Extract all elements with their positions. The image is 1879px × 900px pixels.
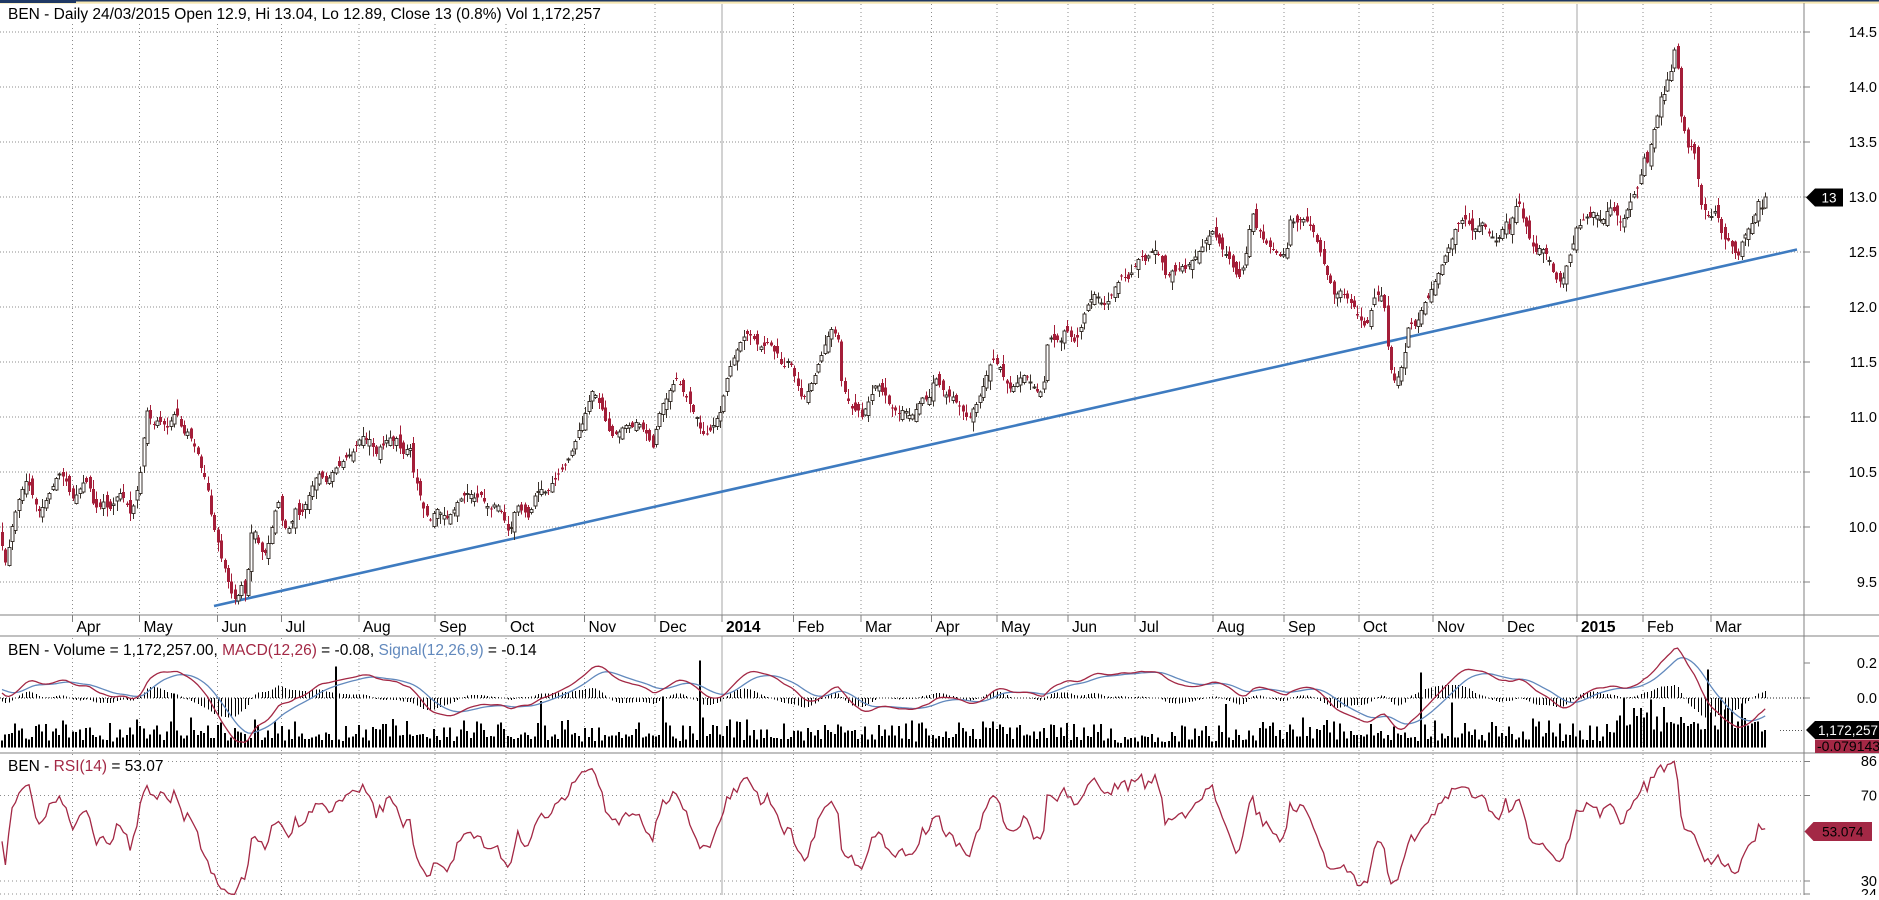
svg-text:Jun: Jun xyxy=(222,619,247,636)
svg-text:13.5: 13.5 xyxy=(1849,135,1877,151)
svg-text:Nov: Nov xyxy=(589,619,617,636)
svg-text:1,172,257: 1,172,257 xyxy=(1818,723,1878,738)
svg-text:Sep: Sep xyxy=(439,619,467,636)
svg-text:0.2: 0.2 xyxy=(1857,656,1877,672)
svg-text:30: 30 xyxy=(1861,874,1877,890)
svg-text:Sep: Sep xyxy=(1288,619,1316,636)
svg-text:24: 24 xyxy=(1861,887,1877,895)
svg-text:Nov: Nov xyxy=(1437,619,1465,636)
svg-text:Dec: Dec xyxy=(659,619,687,636)
svg-text:9.5: 9.5 xyxy=(1857,575,1877,591)
svg-text:BEN - RSI(14) = 53.07: BEN - RSI(14) = 53.07 xyxy=(8,758,164,775)
svg-text:11.0: 11.0 xyxy=(1850,410,1877,426)
svg-text:May: May xyxy=(144,619,174,636)
svg-text:BEN - Volume = 1,172,257.00, M: BEN - Volume = 1,172,257.00, MACD(12,26)… xyxy=(8,642,537,659)
svg-text:11.5: 11.5 xyxy=(1850,355,1877,371)
svg-text:14.0: 14.0 xyxy=(1849,80,1877,96)
svg-text:13: 13 xyxy=(1821,191,1836,206)
svg-text:Jul: Jul xyxy=(286,619,306,636)
svg-text:May: May xyxy=(1001,619,1031,636)
svg-text:2015: 2015 xyxy=(1581,619,1616,636)
svg-text:Apr: Apr xyxy=(77,619,101,636)
svg-text:Feb: Feb xyxy=(1647,619,1674,636)
svg-text:53.074: 53.074 xyxy=(1822,825,1864,840)
svg-text:Apr: Apr xyxy=(936,619,960,636)
svg-text:Jun: Jun xyxy=(1072,619,1097,636)
svg-text:13.0: 13.0 xyxy=(1849,190,1877,206)
svg-text:Jul: Jul xyxy=(1139,619,1159,636)
svg-text:0.0: 0.0 xyxy=(1857,691,1877,707)
svg-text:70: 70 xyxy=(1861,789,1877,805)
svg-text:BEN - Daily 24/03/2015 Open 12: BEN - Daily 24/03/2015 Open 12.9, Hi 13.… xyxy=(8,6,601,23)
svg-text:Feb: Feb xyxy=(798,619,825,636)
svg-text:14.5: 14.5 xyxy=(1849,25,1877,41)
svg-text:86: 86 xyxy=(1861,754,1877,770)
svg-text:Mar: Mar xyxy=(1715,619,1742,636)
svg-text:12.5: 12.5 xyxy=(1849,245,1877,261)
svg-text:Oct: Oct xyxy=(1363,619,1388,636)
svg-text:2014: 2014 xyxy=(726,619,761,636)
svg-text:-0.079143: -0.079143 xyxy=(1817,738,1879,754)
svg-text:12.0: 12.0 xyxy=(1849,300,1877,316)
svg-text:Aug: Aug xyxy=(363,619,391,636)
svg-text:Dec: Dec xyxy=(1507,619,1535,636)
svg-text:Aug: Aug xyxy=(1217,619,1245,636)
svg-text:10.0: 10.0 xyxy=(1849,520,1877,536)
svg-text:10.5: 10.5 xyxy=(1849,465,1877,481)
svg-text:Mar: Mar xyxy=(865,619,892,636)
svg-text:Oct: Oct xyxy=(510,619,535,636)
